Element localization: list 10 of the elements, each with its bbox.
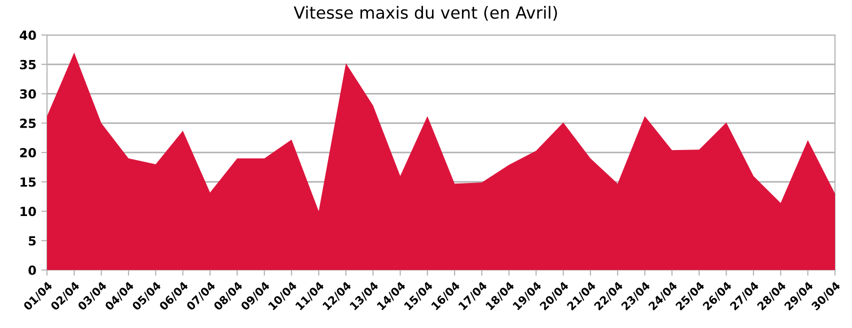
- y-tick-label: 30: [20, 89, 36, 99]
- chart-title: Vitesse maxis du vent (en Avril): [294, 6, 557, 21]
- y-tick-label: 15: [20, 178, 36, 187]
- y-tick-label: 25: [20, 118, 36, 128]
- y-tick-label: 40: [20, 30, 36, 40]
- y-tick-label: 0: [28, 265, 36, 275]
- y-tick-label: 35: [20, 60, 36, 70]
- y-tick-label: 20: [20, 148, 36, 158]
- y-tick-label: 10: [20, 206, 36, 216]
- y-tick-label: 5: [28, 236, 36, 246]
